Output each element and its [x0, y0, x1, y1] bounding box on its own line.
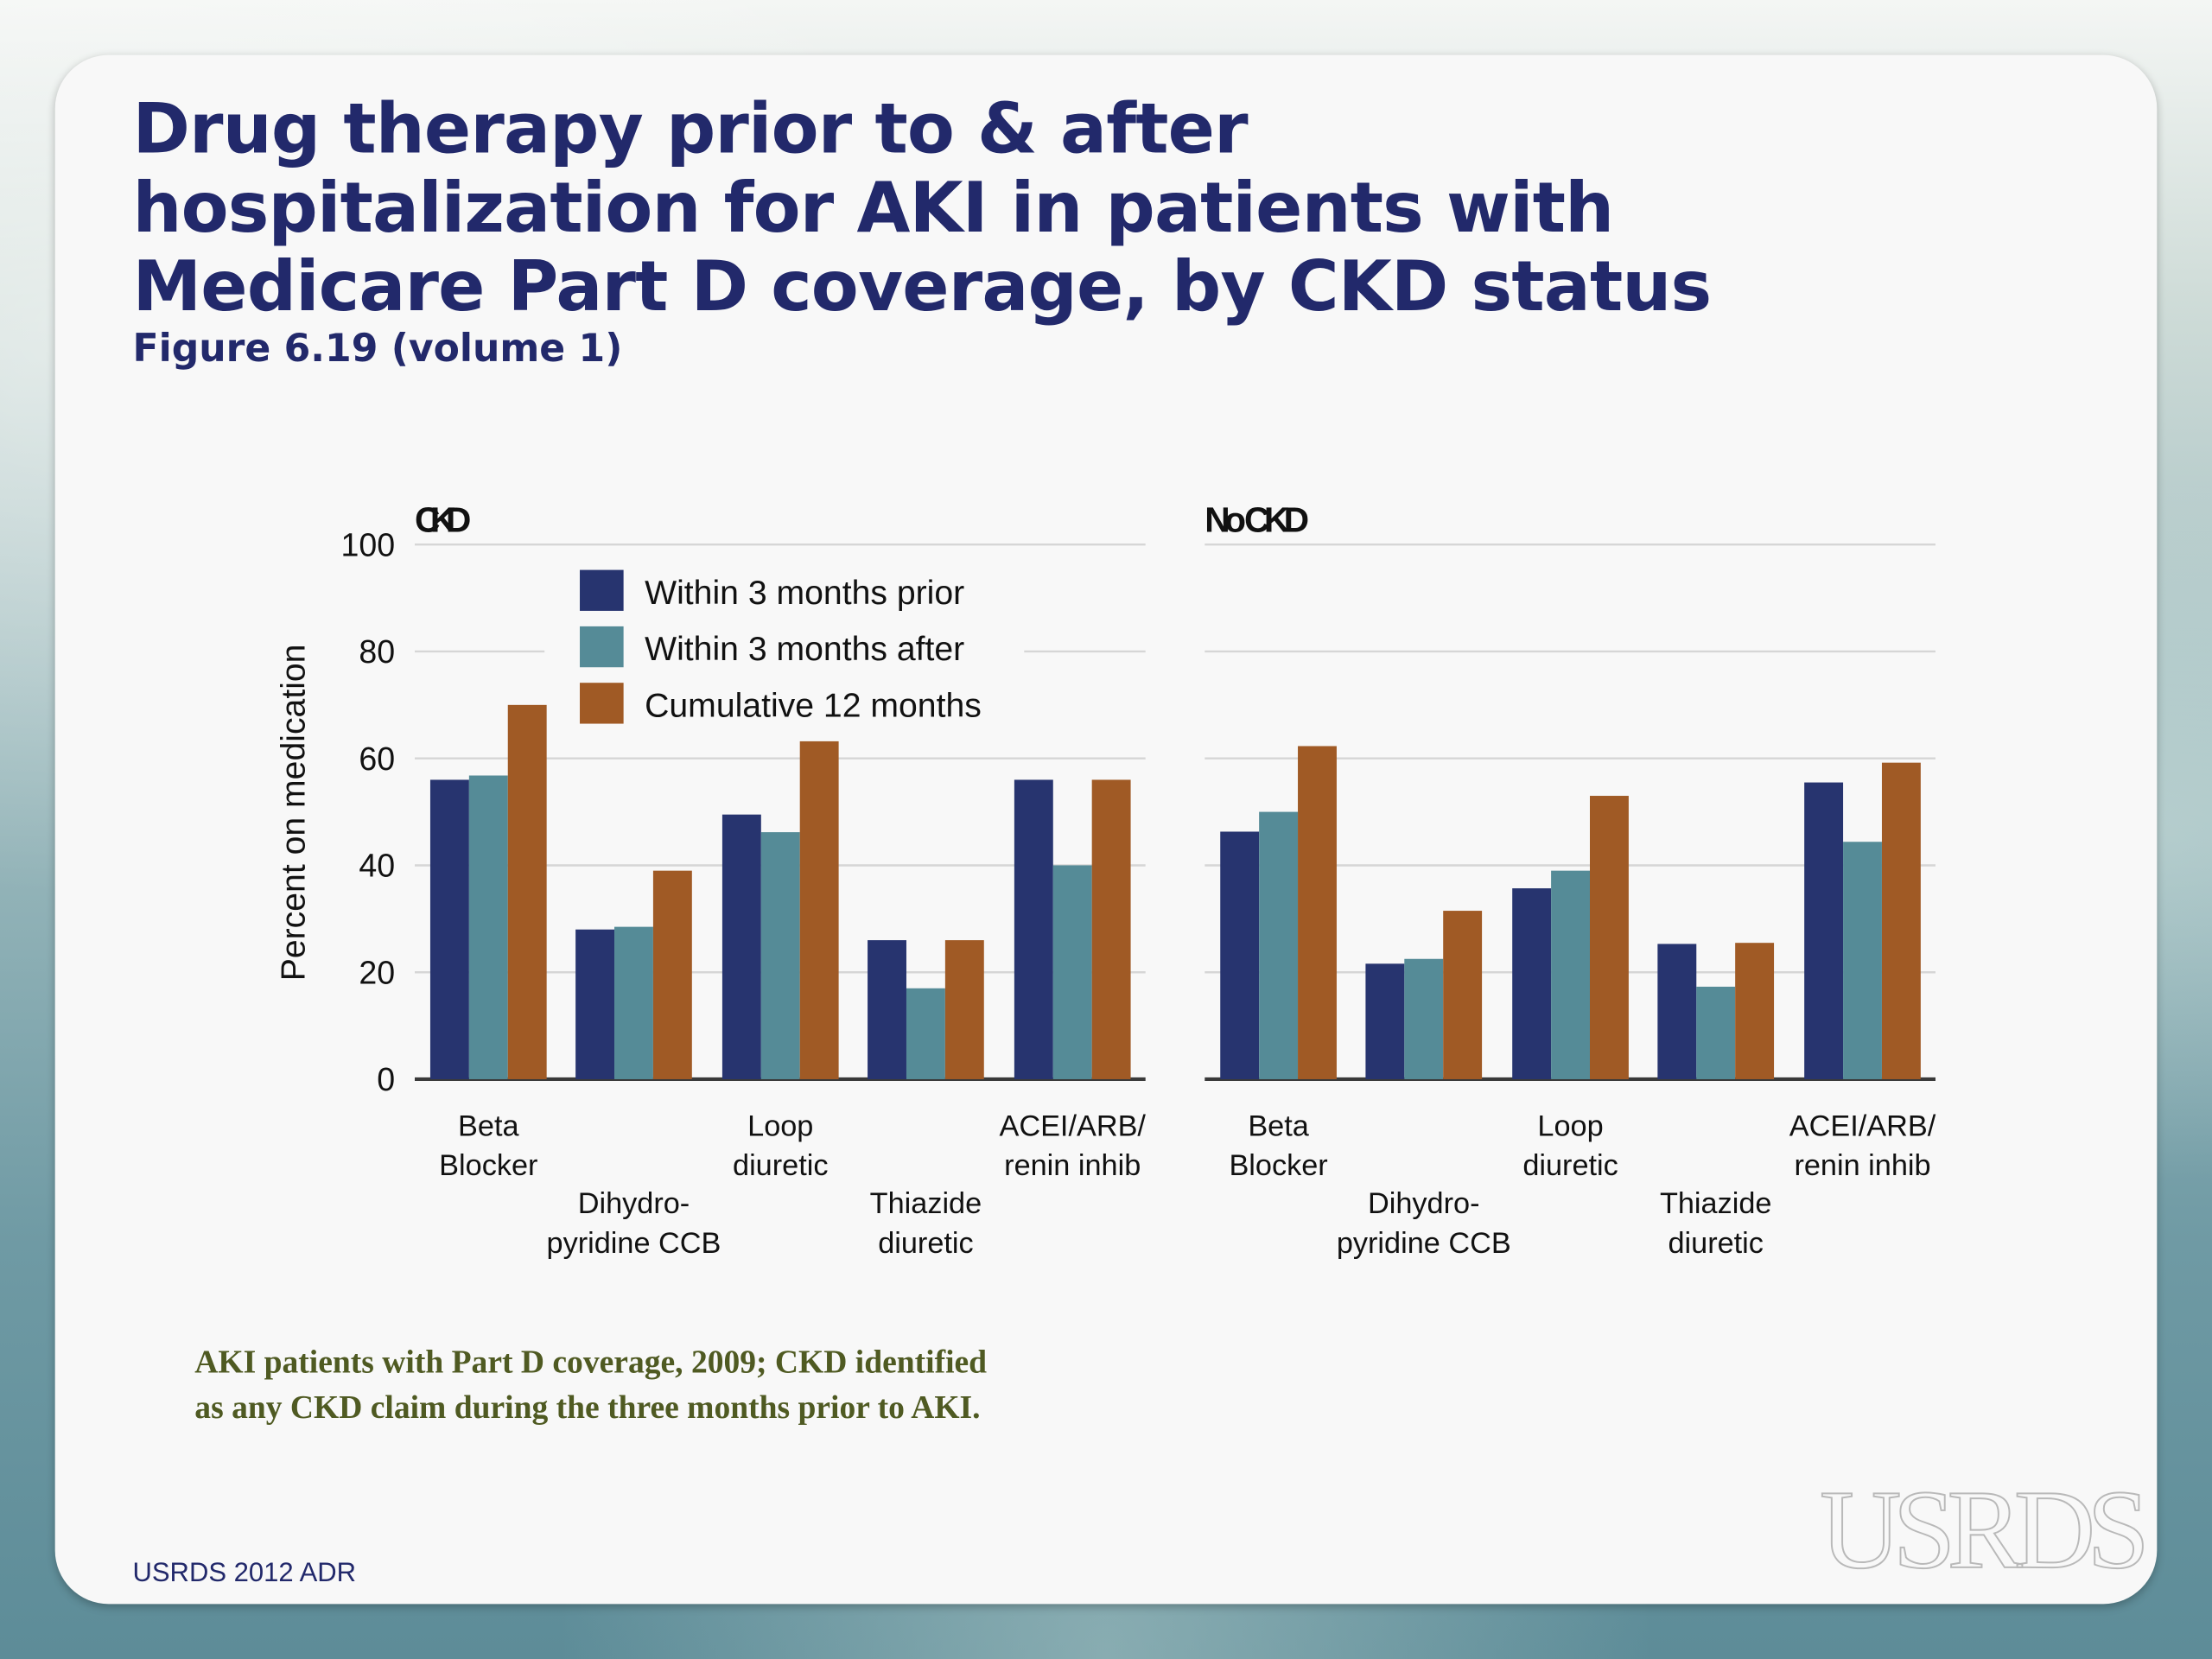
bar — [652, 870, 692, 1079]
bar — [1052, 865, 1092, 1079]
x-category-label: Thiazide — [870, 1187, 982, 1220]
bar — [1365, 963, 1405, 1079]
bar — [429, 779, 469, 1079]
x-category-label: Loop — [747, 1109, 813, 1142]
x-category-label: Loop — [1537, 1109, 1603, 1142]
bar — [1298, 746, 1337, 1079]
bar — [906, 988, 945, 1079]
bar — [1404, 958, 1444, 1079]
footnote-line-2: as any CKD claim during the three months… — [194, 1389, 981, 1425]
y-axis-label: Percent on medication — [276, 645, 313, 982]
bar — [1014, 779, 1053, 1079]
bar — [760, 832, 800, 1079]
bar — [1589, 796, 1629, 1079]
x-category-label: pyridine CCB — [1337, 1227, 1511, 1260]
y-tick-label: 60 — [359, 741, 395, 777]
x-category-label: ACEI/ARB/ — [999, 1109, 1146, 1142]
bar — [468, 775, 508, 1079]
bar — [614, 926, 653, 1079]
x-category-label: diuretic — [733, 1149, 828, 1182]
bar — [575, 929, 615, 1079]
x-category-label: Blocker — [1229, 1149, 1327, 1182]
legend-swatch — [580, 683, 624, 724]
bar — [721, 814, 761, 1079]
x-category-label: Dihydro- — [1368, 1187, 1479, 1220]
x-category-label: renin inhib — [1004, 1149, 1141, 1182]
usrds-logo: USRDS — [1819, 1468, 2151, 1594]
x-category-label: pyridine CCB — [547, 1227, 721, 1260]
legend-label: Within 3 months prior — [645, 575, 964, 612]
bar — [1804, 782, 1844, 1079]
bar — [507, 704, 547, 1079]
bar — [1259, 811, 1299, 1079]
legend-swatch — [580, 626, 624, 668]
bar — [1443, 911, 1483, 1079]
bar — [868, 940, 906, 1079]
x-category-label: diuretic — [878, 1227, 973, 1260]
bar — [1843, 842, 1882, 1079]
bar — [1735, 943, 1775, 1079]
footnote: AKI patients with Part D coverage, 2009;… — [194, 1340, 1182, 1430]
y-tick-label: 20 — [359, 954, 395, 990]
panel-title: CKD — [415, 500, 471, 540]
bar — [1091, 779, 1131, 1079]
panel-title: No CKD — [1205, 500, 1309, 540]
x-category-label: Beta — [1248, 1109, 1309, 1142]
footnote-line-1: AKI patients with Part D coverage, 2009;… — [194, 1344, 988, 1380]
bar — [1881, 762, 1921, 1079]
slide-title: Drug therapy prior to & after hospitaliz… — [132, 88, 1712, 327]
bar — [799, 741, 839, 1079]
legend-background — [544, 564, 1025, 731]
y-tick-label: 80 — [359, 633, 395, 670]
x-category-label: ACEI/ARB/ — [1789, 1109, 1936, 1142]
source-label: USRDS 2012 ADR — [132, 1559, 357, 1589]
figure-subtitle: Figure 6.19 (volume 1) — [132, 327, 623, 372]
bar — [1220, 831, 1260, 1079]
x-category-label: diuretic — [1668, 1227, 1763, 1260]
x-category-label: Dihydro- — [578, 1187, 690, 1220]
x-category-label: Thiazide — [1660, 1187, 1772, 1220]
x-category-label: Beta — [458, 1109, 519, 1142]
bar — [1512, 888, 1552, 1079]
bar — [1696, 986, 1736, 1079]
bar — [944, 940, 984, 1079]
bar — [1657, 944, 1697, 1079]
y-tick-label: 40 — [359, 848, 395, 884]
legend-swatch — [580, 569, 624, 611]
x-category-label: Blocker — [439, 1149, 537, 1182]
legend-label: Within 3 months after — [645, 631, 964, 668]
x-category-label: renin inhib — [1794, 1149, 1930, 1182]
bar — [1551, 870, 1590, 1079]
y-tick-label: 0 — [377, 1061, 395, 1097]
y-tick-label: 100 — [340, 526, 395, 563]
x-category-label: diuretic — [1522, 1149, 1618, 1182]
legend-label: Cumulative 12 months — [645, 687, 982, 724]
